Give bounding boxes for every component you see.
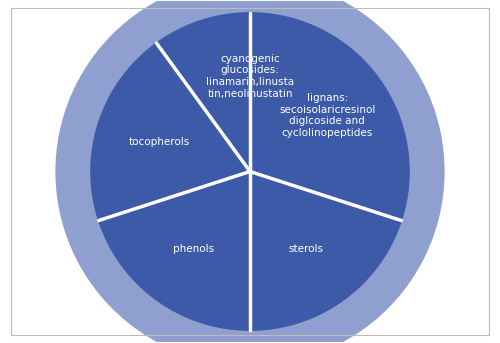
Text: lignans:
secoisolaricresinol
diglcoside and
cyclolinopeptides: lignans: secoisolaricresinol diglcoside … (279, 93, 376, 138)
Ellipse shape (91, 13, 409, 330)
Ellipse shape (56, 0, 444, 343)
Text: tocopherols: tocopherols (128, 137, 190, 147)
Text: cyanogenic
glucosides:
linamarin,linusta
tin,neolinustatin: cyanogenic glucosides: linamarin,linusta… (206, 54, 294, 99)
Text: sterols: sterols (288, 244, 324, 253)
Text: phenols: phenols (174, 244, 214, 253)
